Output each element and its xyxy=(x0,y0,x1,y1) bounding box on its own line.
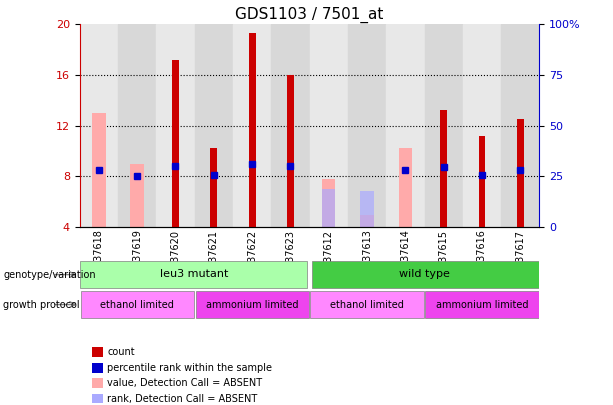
Bar xyxy=(517,119,524,227)
FancyBboxPatch shape xyxy=(196,291,309,318)
Bar xyxy=(233,24,271,227)
Bar xyxy=(440,111,447,227)
Bar xyxy=(249,33,256,227)
Bar xyxy=(131,164,144,227)
Bar xyxy=(348,24,386,227)
Bar xyxy=(210,148,217,227)
Bar xyxy=(360,215,374,227)
Text: growth protocol: growth protocol xyxy=(3,300,80,309)
Bar xyxy=(322,179,335,227)
Bar xyxy=(360,192,374,227)
Bar xyxy=(322,189,335,227)
FancyBboxPatch shape xyxy=(312,261,539,288)
FancyBboxPatch shape xyxy=(311,291,424,318)
Text: ammonium limited: ammonium limited xyxy=(206,300,299,310)
Bar xyxy=(424,24,463,227)
Bar xyxy=(92,113,105,227)
Text: ethanol limited: ethanol limited xyxy=(330,300,404,310)
Bar xyxy=(386,24,424,227)
Bar xyxy=(310,24,348,227)
Bar xyxy=(271,24,310,227)
FancyBboxPatch shape xyxy=(425,291,539,318)
Text: wild type: wild type xyxy=(399,269,450,279)
Title: GDS1103 / 7501_at: GDS1103 / 7501_at xyxy=(235,7,384,23)
Text: rank, Detection Call = ABSENT: rank, Detection Call = ABSENT xyxy=(107,394,257,403)
Text: percentile rank within the sample: percentile rank within the sample xyxy=(107,363,272,373)
Bar xyxy=(463,24,501,227)
Bar xyxy=(156,24,195,227)
Text: value, Detection Call = ABSENT: value, Detection Call = ABSENT xyxy=(107,378,262,388)
Text: leu3 mutant: leu3 mutant xyxy=(161,269,229,279)
Bar xyxy=(195,24,233,227)
Text: ethanol limited: ethanol limited xyxy=(100,300,174,310)
Text: ammonium limited: ammonium limited xyxy=(436,300,528,310)
Bar xyxy=(398,148,412,227)
FancyBboxPatch shape xyxy=(81,291,194,318)
Text: genotype/variation: genotype/variation xyxy=(3,270,96,279)
Text: count: count xyxy=(107,347,135,357)
Bar xyxy=(118,24,156,227)
Bar xyxy=(80,24,118,227)
Bar xyxy=(479,136,485,227)
Bar xyxy=(501,24,539,227)
Bar xyxy=(172,60,179,227)
FancyBboxPatch shape xyxy=(80,261,307,288)
Bar xyxy=(287,75,294,227)
